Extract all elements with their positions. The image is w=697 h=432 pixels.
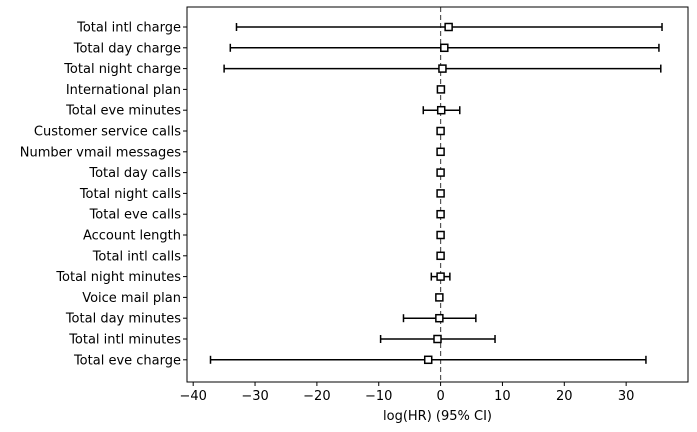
y-tick-label-international-plan: International plan	[66, 83, 181, 98]
x-axis-ticks: −40 −30 −20 −10 0 10 20 30	[179, 382, 634, 404]
y-tick-label-customer-service-calls: Customer service calls	[34, 125, 181, 140]
point-estimate-total-day-charge	[440, 43, 449, 53]
point-estimate-total-day-minutes	[435, 313, 444, 323]
x-tick-label: −30	[241, 389, 268, 404]
y-tick-label-total-night-minutes: Total night minutes	[55, 270, 181, 285]
point-estimate-total-intl-charge	[444, 22, 453, 32]
y-tick-label-total-night-calls: Total night calls	[79, 187, 181, 202]
y-tick-label-total-eve-minutes: Total eve minutes	[65, 104, 181, 119]
x-tick-label: −20	[303, 389, 330, 404]
point-estimate-number-vmail-messages	[436, 147, 445, 157]
point-estimate-total-night-minutes	[436, 272, 445, 281]
point-estimate-total-night-calls	[436, 189, 445, 198]
point-estimate-international-plan	[436, 85, 446, 94]
point-estimate-voice-mail-plan	[435, 293, 444, 302]
x-tick-label: −40	[179, 389, 206, 404]
y-tick-label-account-length: Account length	[83, 229, 181, 244]
y-tick-label-number-vmail-messages: Number vmail messages	[20, 145, 181, 160]
y-tick-label-total-eve-charge: Total eve charge	[73, 353, 181, 368]
point-estimate-account-length	[436, 230, 445, 240]
x-tick-label: −10	[365, 389, 392, 404]
y-tick-label-voice-mail-plan: Voice mail plan	[82, 291, 181, 306]
plot-frame	[186, 6, 689, 383]
y-tick-label-total-night-charge: Total night charge	[63, 62, 181, 77]
y-tick-label-total-day-charge: Total day charge	[73, 41, 181, 56]
point-estimates	[423, 22, 453, 365]
y-axis-ticks: Total intl charge Total day charge Total n…	[20, 21, 187, 368]
point-estimate-total-day-calls	[436, 168, 445, 177]
point-estimate-total-intl-calls	[436, 251, 445, 261]
x-tick-label: 30	[618, 389, 635, 404]
y-tick-label-total-intl-calls: Total intl calls	[92, 249, 182, 264]
point-estimate-customer-service-calls	[436, 126, 445, 136]
y-tick-label-total-eve-calls: Total eve calls	[89, 208, 182, 223]
point-estimate-total-intl-minutes	[433, 334, 442, 344]
x-tick-label: 0	[436, 389, 444, 404]
y-tick-label-total-intl-charge: Total intl charge	[76, 21, 181, 36]
point-estimate-total-eve-minutes	[436, 105, 446, 115]
x-tick-label: 10	[494, 389, 511, 404]
point-estimate-total-night-charge	[438, 64, 447, 73]
x-tick-label: 20	[556, 389, 573, 404]
y-tick-label-total-day-minutes: Total day minutes	[65, 312, 181, 327]
point-estimate-total-eve-calls	[436, 209, 445, 219]
y-tick-label-total-day-calls: Total day calls	[88, 166, 181, 181]
point-estimate-total-eve-charge	[423, 355, 433, 365]
x-axis-label: log(HR) (95% CI)	[383, 409, 492, 424]
y-tick-label-total-intl-minutes: Total intl minutes	[68, 333, 181, 348]
